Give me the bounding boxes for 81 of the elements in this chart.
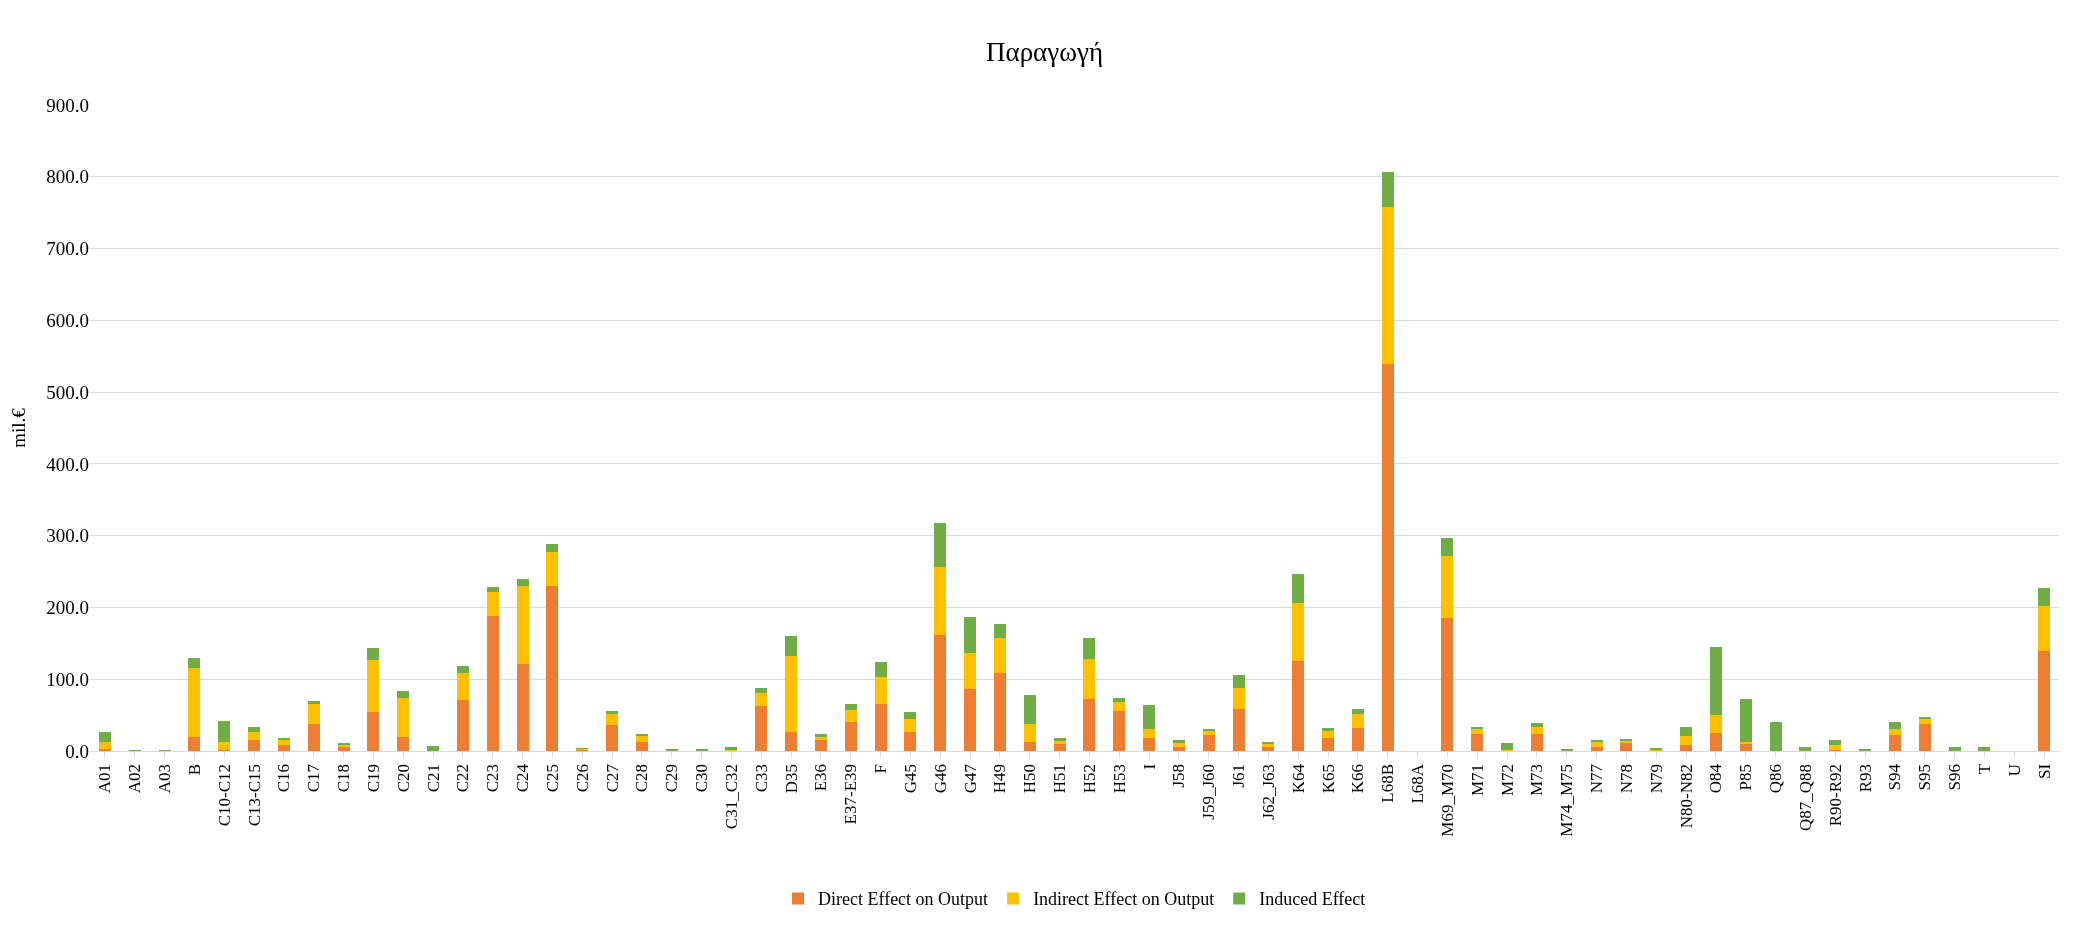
y-axis-title: mil.€	[8, 407, 30, 448]
legend-label: Induced Effect	[1259, 889, 1366, 910]
legend-label: Direct Effect on Output	[818, 889, 989, 910]
x-tick-label: C27	[602, 763, 622, 793]
y-tick-label: 500.0	[46, 381, 89, 403]
x-tick-label: C31_C32	[721, 763, 741, 830]
x-tick-label: G45	[900, 763, 920, 794]
y-tick-label: 600.0	[46, 309, 89, 331]
x-tick-label: K65	[1318, 763, 1338, 794]
x-tick-label: C28	[632, 763, 652, 793]
y-tick-label: 800.0	[46, 166, 89, 188]
x-tick-label: M71	[1467, 763, 1487, 797]
x-tick-label: H50	[1020, 763, 1040, 794]
x-tick-label: L68B	[1378, 763, 1398, 803]
x-tick-label: K66	[1348, 763, 1368, 794]
x-tick-label: H53	[1109, 763, 1129, 794]
y-tick-label: 400.0	[46, 453, 89, 475]
x-tick-label: I	[1139, 763, 1159, 770]
x-tick-label: G46	[930, 763, 950, 794]
x-tick-label: K64	[1288, 763, 1308, 794]
x-tick-label: C25	[542, 763, 562, 793]
x-tick-label: C20	[393, 763, 413, 793]
x-tick-label: C30	[692, 763, 712, 793]
x-tick-label: J62_J63	[1258, 763, 1278, 820]
x-tick-label: C22	[453, 763, 473, 793]
x-tick-label: N78	[1616, 763, 1636, 794]
y-tick-label: 300.0	[46, 525, 89, 547]
x-tick-label: C23	[483, 763, 503, 793]
x-tick-label: C24	[513, 763, 533, 793]
x-tick-label: R93	[1855, 763, 1875, 793]
x-tick-label: L68A	[1408, 763, 1428, 804]
x-tick-label: N77	[1587, 763, 1607, 794]
x-tick-label: C18	[334, 763, 354, 793]
x-tick-label: S96	[1945, 763, 1965, 791]
x-tick-label: M74_M75	[1557, 763, 1577, 837]
x-tick-label: J59_J60	[1199, 763, 1219, 820]
y-tick-label: 100.0	[46, 668, 89, 690]
y-tick-label: 900.0	[46, 94, 89, 116]
x-tick-label: N79	[1646, 763, 1666, 794]
x-tick-label: H49	[990, 763, 1010, 794]
y-tick-label: 200.0	[46, 597, 89, 619]
x-tick-label: U	[2004, 763, 2024, 777]
x-tick-label: C33	[751, 763, 771, 793]
x-tick-label: C29	[662, 763, 682, 793]
x-tick-label: C10-C12	[214, 763, 234, 827]
x-tick-label: H52	[1079, 763, 1099, 794]
x-tick-label: T	[1974, 763, 1994, 775]
x-tick-label: A03	[155, 763, 175, 794]
y-tick-label: 700.0	[46, 238, 89, 260]
chart-title: Παραγωγή	[985, 36, 1104, 67]
x-tick-label: E36	[811, 763, 831, 792]
x-tick-label: SI	[2034, 763, 2054, 780]
x-tick-label: D35	[781, 763, 801, 794]
x-tick-label: S95	[1915, 763, 1935, 791]
x-tick-label: Q86	[1766, 763, 1786, 794]
legend-label: Indirect Effect on Output	[1033, 889, 1215, 910]
x-tick-label: G47	[960, 763, 980, 794]
x-tick-label: O84	[1706, 763, 1726, 794]
x-tick-label: C26	[572, 763, 592, 793]
x-tick-label: A01	[95, 763, 115, 794]
x-tick-label: A02	[125, 763, 145, 794]
x-tick-label: N80-N82	[1676, 763, 1696, 829]
x-tick-label: Q87_Q88	[1795, 763, 1815, 832]
x-tick-label: M72	[1497, 763, 1517, 797]
x-tick-label: F	[871, 763, 891, 774]
x-tick-label: J58	[1169, 763, 1189, 788]
x-tick-label: C16	[274, 763, 294, 793]
x-tick-label: C13-C15	[244, 763, 264, 827]
x-tick-label: C21	[423, 763, 443, 793]
x-tick-label: E37-E39	[841, 763, 861, 825]
x-tick-label: M73	[1527, 763, 1547, 797]
x-tick-label: P85	[1736, 763, 1756, 791]
x-tick-label: J61	[1229, 763, 1249, 788]
x-tick-label: S94	[1885, 763, 1905, 791]
x-tick-label: M69_M70	[1437, 763, 1457, 837]
x-tick-label: C19	[363, 763, 383, 793]
y-tick-label: 0.0	[65, 740, 89, 762]
x-tick-label: R90-R92	[1825, 763, 1845, 827]
x-tick-label: H51	[1050, 763, 1070, 794]
x-tick-label: C17	[304, 763, 324, 793]
x-tick-label: B	[184, 763, 204, 776]
